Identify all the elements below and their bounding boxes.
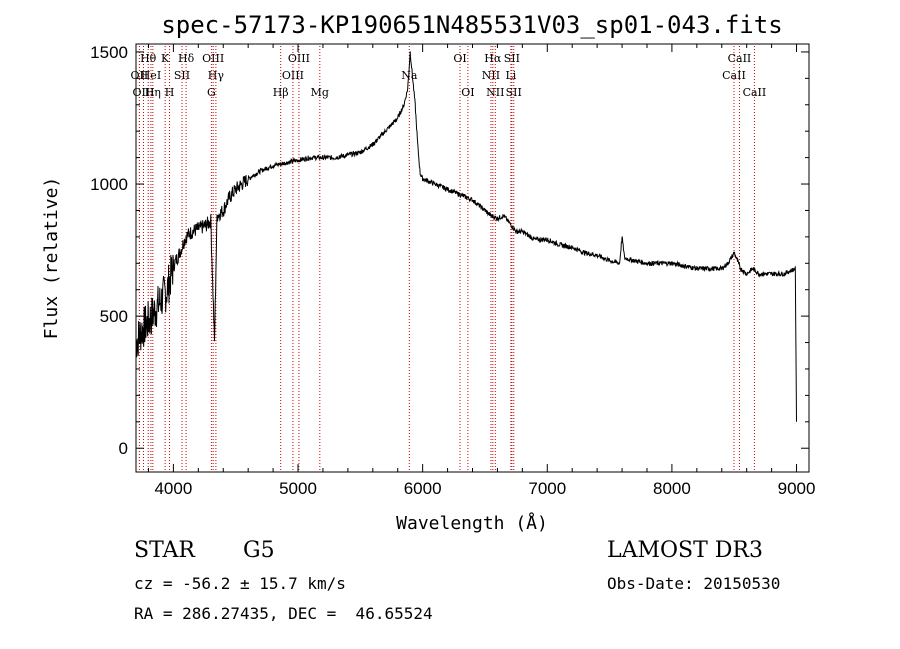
marker-label-24: SII: [506, 86, 522, 99]
redshift-cz: cz = -56.2 ± 15.7 km/s: [134, 574, 346, 593]
marker-label-11: G: [207, 86, 216, 99]
chart-title: spec-57173-KP190651N485531V03_sp01-043.f…: [161, 11, 782, 39]
spectrum-line: [135, 51, 797, 422]
marker-label-9: OIII: [202, 52, 224, 65]
marker-label-26: CaII: [722, 69, 746, 82]
x-axis-ticks: 4000 5000 6000 7000 8000 9000: [147, 44, 816, 498]
marker-label-18: OI: [461, 86, 474, 99]
x-tick-label-0: 4000: [154, 479, 192, 498]
object-class: STAR: [134, 538, 195, 563]
x-tick-label-1: 5000: [279, 479, 317, 498]
marker-label-12: Hβ: [273, 86, 289, 99]
y-tick-label-1: 500: [100, 307, 128, 326]
x-tick-label-4: 8000: [653, 479, 691, 498]
marker-label-16: Na: [401, 69, 418, 82]
marker-label-5: K: [161, 52, 170, 65]
marker-label-23: Li: [505, 69, 516, 82]
marker-label-20: NII: [482, 69, 500, 82]
survey-name: LAMOST DR3: [607, 538, 763, 563]
marker-label-2: OIII: [132, 86, 154, 99]
observation-date: Obs-Date: 20150530: [607, 574, 781, 593]
y-axis-label: Flux (relative): [41, 177, 62, 340]
x-tick-label-3: 7000: [528, 479, 566, 498]
marker-label-3: HeI: [141, 69, 161, 82]
coordinates: RA = 286.27435, DEC = 46.65524: [134, 604, 433, 623]
marker-label-19: Hα: [484, 52, 502, 65]
subclass: G5: [243, 538, 275, 563]
marker-label-10: Hγ: [208, 69, 225, 82]
spectral-line-markers: [138, 46, 755, 472]
marker-label-25: CaII: [728, 52, 752, 65]
marker-label-17: OI: [453, 52, 466, 65]
y-tick-label-2: 1000: [90, 175, 128, 194]
marker-label-27: CaII: [743, 86, 767, 99]
x-tick-label-5: 9000: [778, 479, 816, 498]
marker-label-8: Hδ: [178, 52, 195, 65]
y-axis-ticks: 0 500 1000 1500: [90, 43, 809, 458]
marker-label-21: NII: [486, 86, 504, 99]
marker-label-4: Hη: [145, 86, 161, 99]
spectral-line-labels: Hθ OII OIII HeI Hη K H SII Hδ OIII Hγ G Hβ OIII OIII Mg…: [131, 52, 767, 99]
marker-label-1: OII: [131, 69, 149, 82]
marker-label-22: SII: [504, 52, 520, 65]
marker-label-0: Hθ: [140, 52, 157, 65]
x-axis-label: Wavelength (Å): [396, 512, 548, 534]
plot-frame: [135, 43, 810, 473]
y-tick-label-3: 1500: [90, 43, 128, 62]
y-tick-label-0: 0: [119, 439, 128, 458]
x-tick-label-2: 6000: [404, 479, 442, 498]
marker-label-7: SII: [174, 69, 190, 82]
marker-label-13: OIII: [288, 52, 310, 65]
marker-label-15: Mg: [311, 86, 329, 99]
marker-label-6: H: [165, 86, 175, 99]
marker-label-14: OIII: [282, 69, 304, 82]
